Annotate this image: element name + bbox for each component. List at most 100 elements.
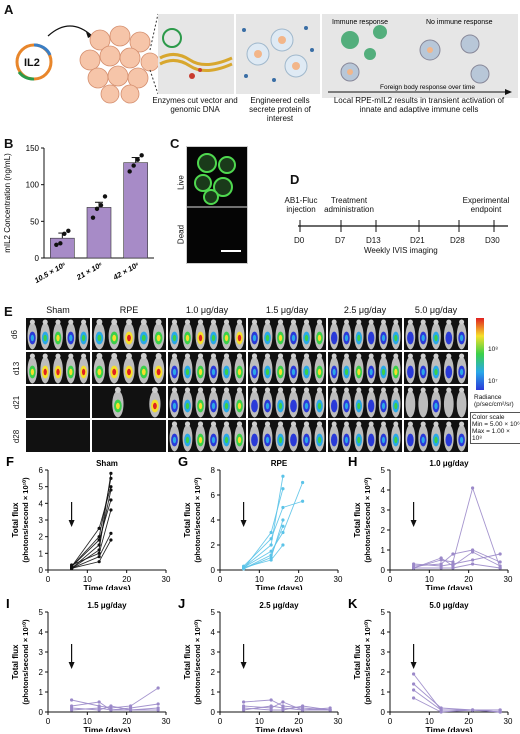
mouse (456, 390, 467, 418)
panel-e-letter: E (4, 304, 13, 319)
mouse-head (290, 319, 297, 325)
signal-inner (156, 368, 161, 376)
series-line (71, 486, 112, 567)
mouse-head (368, 319, 374, 325)
mouse-head (42, 319, 48, 325)
signal-inner (252, 368, 257, 376)
x-tick-label: 10 (425, 717, 434, 726)
series-point (97, 700, 101, 704)
series-point (412, 562, 416, 566)
treatment-arrowhead (68, 520, 75, 527)
mouse-head (210, 319, 217, 325)
series-point (281, 706, 285, 710)
treatment-arrowhead (410, 662, 417, 669)
series-point (471, 708, 475, 712)
series-point (281, 505, 285, 510)
signal-inner (344, 334, 349, 342)
series-point (439, 566, 443, 570)
ivis-cell (168, 386, 246, 418)
ivis-column-header: 5.0 μg/day (414, 305, 458, 315)
signal-inner (81, 334, 86, 342)
dead-label: Dead (176, 224, 186, 245)
mouse-head (446, 387, 452, 393)
data-point (131, 163, 136, 168)
signal-inner (369, 334, 373, 342)
mouse-head (381, 421, 386, 427)
x-tick-label: 0 (388, 575, 393, 584)
panel-b-chart: 0 50 100 150 mIL2 Concentration (ng/mL) 10.5 … (3, 144, 154, 285)
x-axis-label: Time (days) (425, 725, 472, 732)
signal-inner (447, 368, 451, 376)
signal-inner (30, 334, 35, 342)
series-point (412, 682, 416, 686)
mouse-head (277, 421, 284, 427)
x-tick-label: 0 (218, 575, 223, 584)
mouse-head (344, 421, 349, 427)
series-point (281, 530, 285, 535)
ivis-cell (248, 318, 326, 350)
signal-inner (332, 368, 336, 376)
series-point (281, 474, 285, 478)
mouse-head (251, 319, 258, 325)
mouse-head (316, 319, 323, 325)
mouse-head (140, 353, 147, 359)
signal-inner (291, 334, 296, 342)
signal-inner (394, 402, 398, 410)
mouse-head (81, 319, 87, 325)
data-point (135, 157, 140, 162)
series-line (413, 697, 501, 713)
signal-inner (69, 334, 73, 342)
mouse-head (433, 353, 439, 359)
signal-inner (224, 402, 229, 410)
mouse-head (356, 353, 362, 359)
live-label: Live (176, 175, 186, 190)
y-tick-label: 4 (381, 486, 386, 495)
data-point (127, 169, 132, 174)
signal-inner (56, 368, 60, 376)
mouse-head (331, 319, 337, 325)
mouse-head (368, 421, 374, 427)
ivis-column-header: Sham (46, 305, 70, 315)
signal-inner (357, 436, 361, 444)
series-point (498, 566, 502, 570)
panel-letter: H (348, 454, 357, 469)
tick-d0: D0 (294, 236, 305, 245)
signal-inner (459, 436, 464, 444)
y-tick-label: 100 (26, 181, 40, 190)
no-immune-response-label: No immune response (426, 19, 493, 26)
mouse-head (155, 319, 162, 325)
x-tick-label: 20 (122, 717, 131, 726)
signal-inner (357, 402, 361, 410)
flux-chart-j: J 2.5 μg/day 0 1 2 3 4 5 0 10 20 30 Time (days) Total… (178, 596, 343, 732)
data-point (94, 206, 100, 212)
signal-inner (198, 402, 203, 410)
ivis-cell (404, 420, 468, 452)
mouse-head (420, 421, 426, 427)
mouse-head (393, 353, 399, 359)
signal-inner (112, 368, 117, 376)
treatment-arrowhead (240, 520, 247, 527)
mouse-head (381, 387, 386, 393)
series-point (109, 508, 113, 512)
x-tick-label: 10 (255, 717, 264, 726)
ivis-cell (248, 352, 326, 384)
data-point (102, 194, 108, 199)
signal-inner (317, 402, 322, 410)
signal-inner (408, 368, 413, 376)
signal-inner (224, 368, 229, 376)
panel-letter: I (6, 596, 10, 611)
mouse-head (210, 387, 217, 393)
mouse-head (381, 319, 386, 325)
mouse-head (42, 353, 48, 359)
signal-inner (97, 334, 102, 342)
x-tick-label: 0 (388, 717, 393, 726)
series-point (412, 688, 416, 692)
series-point (70, 566, 74, 570)
signal-inner (278, 368, 283, 376)
signal-inner (112, 334, 117, 342)
y-tick-label: 8 (211, 466, 216, 475)
series-point (281, 524, 285, 528)
panel-letter: G (178, 454, 188, 469)
ivis-cell (92, 318, 166, 350)
ivis-cell (404, 318, 468, 350)
